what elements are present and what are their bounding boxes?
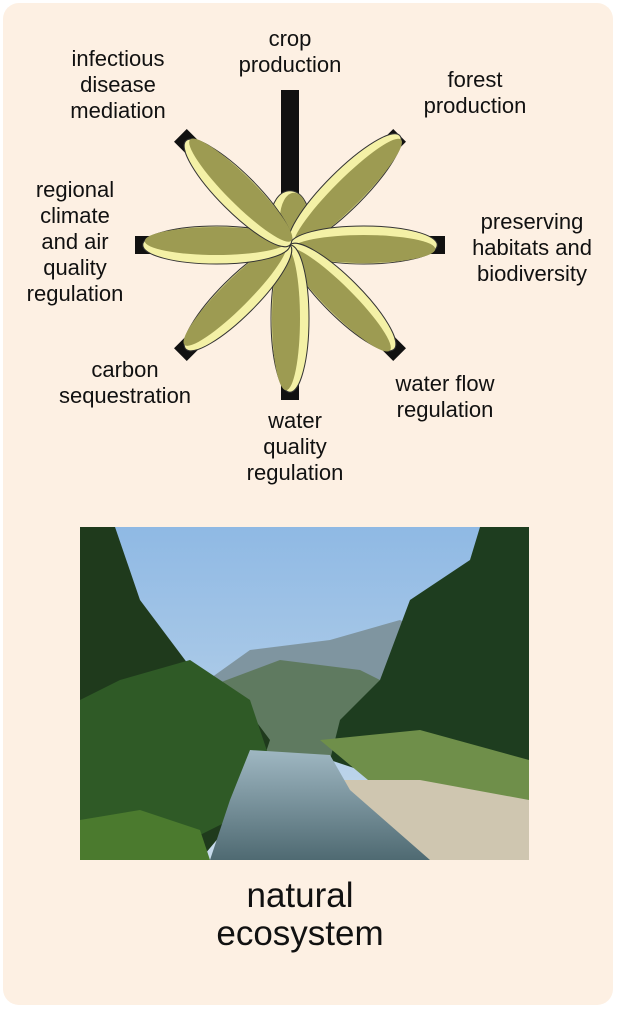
petal bbox=[183, 138, 293, 248]
petal bbox=[289, 225, 438, 265]
category-label: infectious disease mediation bbox=[70, 46, 166, 123]
category-label: crop production bbox=[238, 26, 342, 77]
category-label: water flow regulation bbox=[395, 371, 495, 422]
category-label: forest production bbox=[423, 67, 527, 118]
petal bbox=[183, 242, 293, 352]
category-label: regional climate and air quality regulat… bbox=[26, 177, 124, 306]
photo bbox=[80, 527, 529, 860]
category-label: carbon sequestration bbox=[58, 357, 192, 408]
category-label: preserving habitats and biodiversity bbox=[472, 209, 592, 286]
caption: natural ecosystem bbox=[216, 876, 384, 953]
category-label: water quality regulation bbox=[246, 408, 344, 485]
petal bbox=[142, 225, 291, 265]
